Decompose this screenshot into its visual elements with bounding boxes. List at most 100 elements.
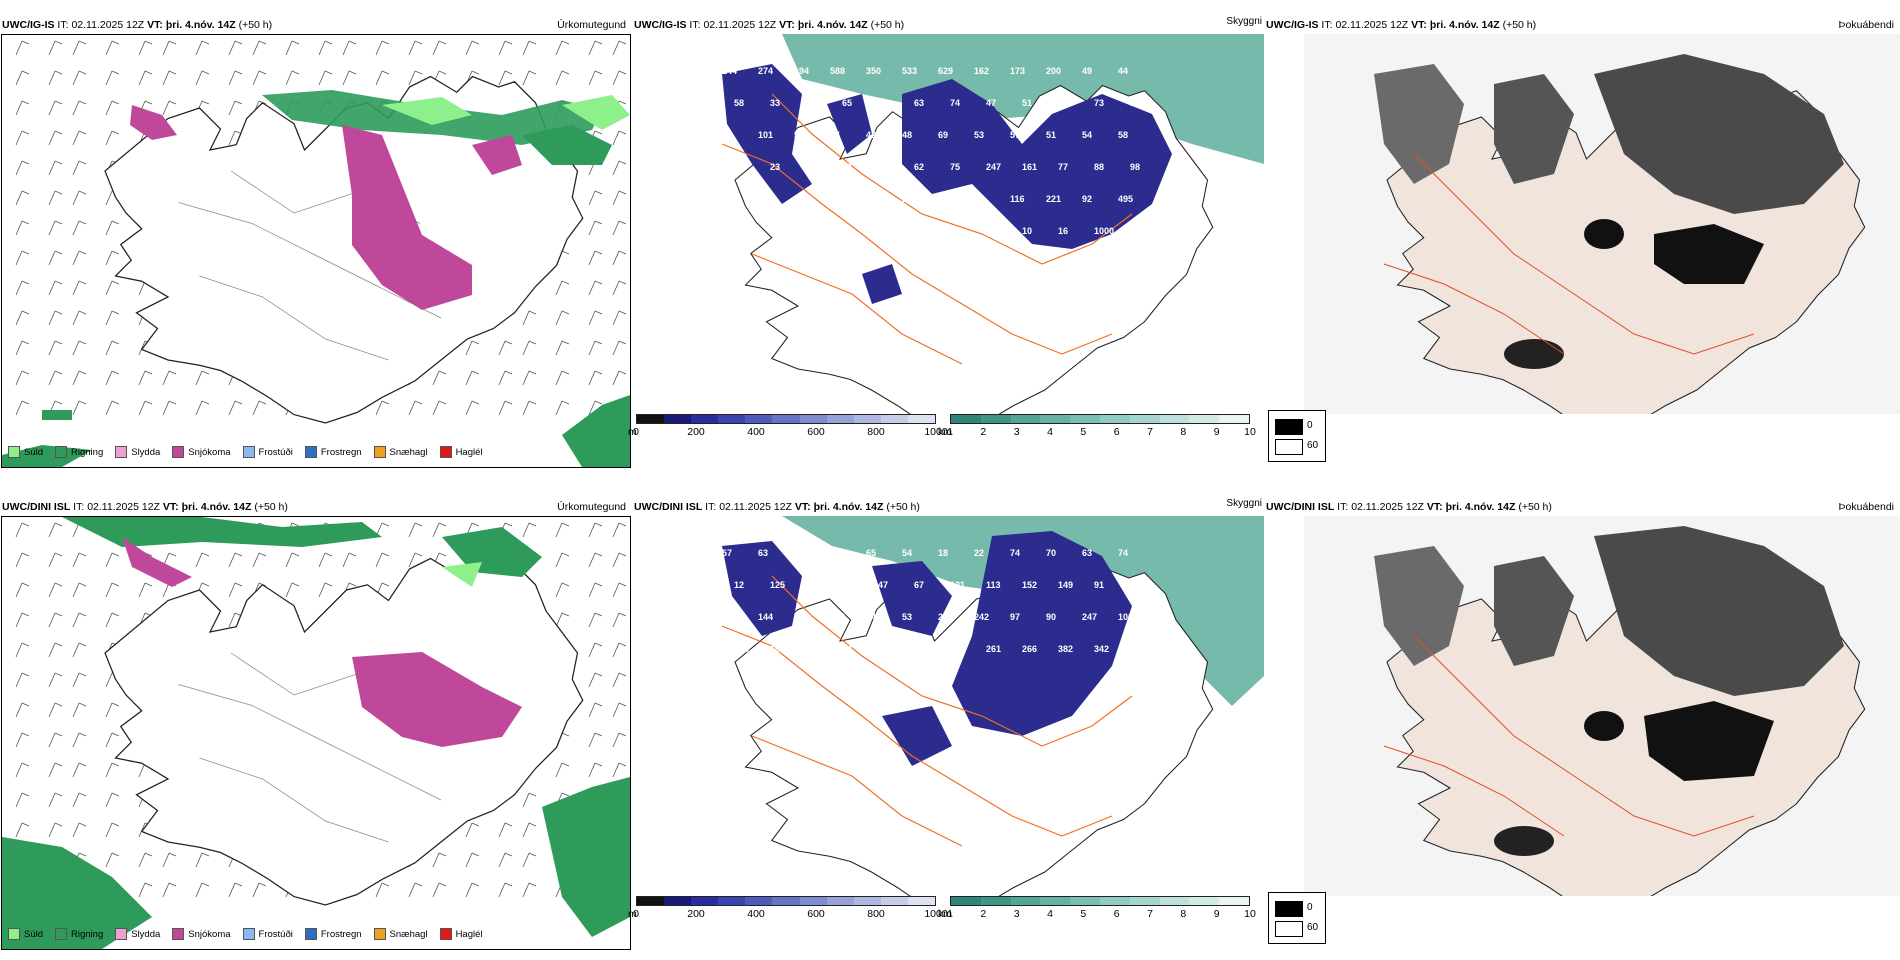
wind-barb bbox=[612, 612, 627, 628]
wind-barb bbox=[48, 672, 63, 688]
wind-barb bbox=[105, 732, 120, 748]
wind-barb bbox=[342, 70, 357, 86]
visibility-value-label: 75 bbox=[950, 162, 960, 172]
wind-barb bbox=[588, 702, 603, 718]
elevation-colorbar-swatches bbox=[636, 896, 936, 906]
wind-barb bbox=[228, 582, 243, 598]
wind-barb bbox=[588, 400, 603, 416]
visibility-value-label: 22 bbox=[974, 548, 984, 558]
it-label: IT: bbox=[57, 19, 69, 31]
colorbar-tick: 3 bbox=[1013, 908, 1020, 920]
roads bbox=[721, 575, 1133, 847]
wind-barb bbox=[48, 160, 63, 176]
visibility-value-label: 60 bbox=[722, 676, 732, 686]
wind-barb bbox=[555, 280, 570, 296]
visibility-value-label: 121 bbox=[950, 580, 965, 590]
wind-barb bbox=[588, 672, 603, 688]
elevation-areas bbox=[722, 64, 1172, 304]
visibility-value-label: 44 bbox=[830, 130, 840, 140]
wind-barb bbox=[72, 702, 87, 718]
wind-barb bbox=[15, 160, 30, 176]
colorbar-tick: 10 bbox=[1244, 426, 1256, 438]
colorbar-swatch bbox=[799, 415, 827, 423]
wind-barb bbox=[612, 70, 627, 86]
legend-item-frostudi: Frostúði bbox=[242, 928, 293, 940]
wind-barb bbox=[48, 552, 63, 568]
visibility-value-label: 588 bbox=[830, 66, 845, 76]
wind-barb bbox=[48, 792, 63, 808]
wind-barb bbox=[588, 522, 603, 538]
visibility-value-label: 73 bbox=[794, 548, 804, 558]
colorbar-swatch bbox=[951, 415, 981, 423]
visibility-value-label: 243 bbox=[938, 612, 953, 622]
colorbar-swatch bbox=[853, 897, 881, 905]
wind-barb bbox=[432, 882, 447, 898]
wind-barb bbox=[465, 340, 480, 356]
visibility-value-label: 73 bbox=[1094, 98, 1104, 108]
wind-barb bbox=[555, 522, 570, 538]
vt-label: VT: bbox=[147, 19, 163, 31]
wind-barb bbox=[105, 310, 120, 326]
wind-barb bbox=[105, 100, 120, 116]
colorbar-swatch bbox=[799, 897, 827, 905]
visibility-value-label: 77 bbox=[1058, 162, 1068, 172]
wind-barb bbox=[612, 340, 627, 356]
wind-barb bbox=[612, 310, 627, 326]
wind-barb bbox=[72, 220, 87, 236]
it-label: IT: bbox=[1337, 501, 1349, 513]
wind-barb bbox=[408, 40, 423, 56]
lead-time: (+50 h) bbox=[254, 501, 288, 513]
visibility-value-label: 119 bbox=[1130, 644, 1145, 654]
wind-barb bbox=[162, 882, 177, 898]
wind-barb bbox=[408, 552, 423, 568]
wind-barb bbox=[162, 100, 177, 116]
wind-barb bbox=[285, 552, 300, 568]
fog-dark-areas bbox=[1374, 54, 1844, 369]
panel-header: UWC/IG-IS IT: 02.11.2025 12Z VT: þri. 4.… bbox=[2, 18, 630, 32]
wind-barb bbox=[15, 250, 30, 266]
visibility-value-label: 161 bbox=[1022, 162, 1037, 172]
visibility-value-label: 59 bbox=[806, 162, 816, 172]
wind-barb bbox=[48, 40, 63, 56]
colorbar-tick: 8 bbox=[1180, 908, 1187, 920]
fog-index-panel: UWC/IG-IS IT: 02.11.2025 12Z VT: þri. 4.… bbox=[1264, 8, 1900, 468]
visibility-value-label: 259 bbox=[794, 612, 809, 622]
visibility-value-label: 101 bbox=[758, 130, 773, 140]
wind-barb bbox=[228, 70, 243, 86]
wind-barb bbox=[465, 400, 480, 416]
wind-barb bbox=[138, 400, 153, 416]
model-name: UWC/IG-IS bbox=[634, 19, 687, 31]
wind-barb bbox=[15, 672, 30, 688]
colorbar-swatch bbox=[907, 415, 936, 423]
visibility-value-label: 74 bbox=[950, 98, 960, 108]
wind-barb bbox=[522, 822, 537, 838]
wind-barb bbox=[432, 370, 447, 386]
visibility-unit: km bbox=[938, 426, 952, 438]
visibility-map-svg: 144 274 194 588 350 533 629 162 173 200 49 44 58 33 53… bbox=[721, 34, 1264, 414]
wind-barb bbox=[612, 702, 627, 718]
visibility-colorbar-swatches bbox=[950, 414, 1250, 424]
visibility-value-label: 42 bbox=[866, 130, 876, 140]
colorbar-tick: 7 bbox=[1147, 908, 1153, 920]
visibility-value-label: 173 bbox=[1010, 66, 1025, 76]
legend-item-snjokoma: Snjókoma bbox=[172, 928, 231, 940]
colorbar-swatch bbox=[718, 415, 746, 423]
visibility-value-label: 495 bbox=[1118, 194, 1133, 204]
visibility-value-label: 350 bbox=[866, 66, 881, 76]
wind-barb bbox=[195, 852, 210, 868]
wind-barb bbox=[432, 852, 447, 868]
wind-barb bbox=[612, 40, 627, 56]
wind-barb bbox=[105, 702, 120, 718]
vt-label: VT: bbox=[162, 501, 179, 513]
colorbar-swatch bbox=[1159, 897, 1190, 905]
visibility-value-label: 194 bbox=[794, 66, 809, 76]
visibility-value-label: 63 bbox=[758, 548, 768, 558]
visibility-value-label: 65 bbox=[866, 548, 876, 558]
wind-barb bbox=[15, 762, 30, 778]
wind-barb bbox=[72, 612, 87, 628]
legend-item-frostregn: Frostregn bbox=[304, 928, 362, 940]
visibility-value-label: 74 bbox=[1010, 548, 1020, 558]
it-label: IT: bbox=[73, 501, 85, 513]
visibility-value-label: 93 bbox=[866, 194, 876, 204]
visibility-value-label: 125 bbox=[770, 580, 785, 590]
